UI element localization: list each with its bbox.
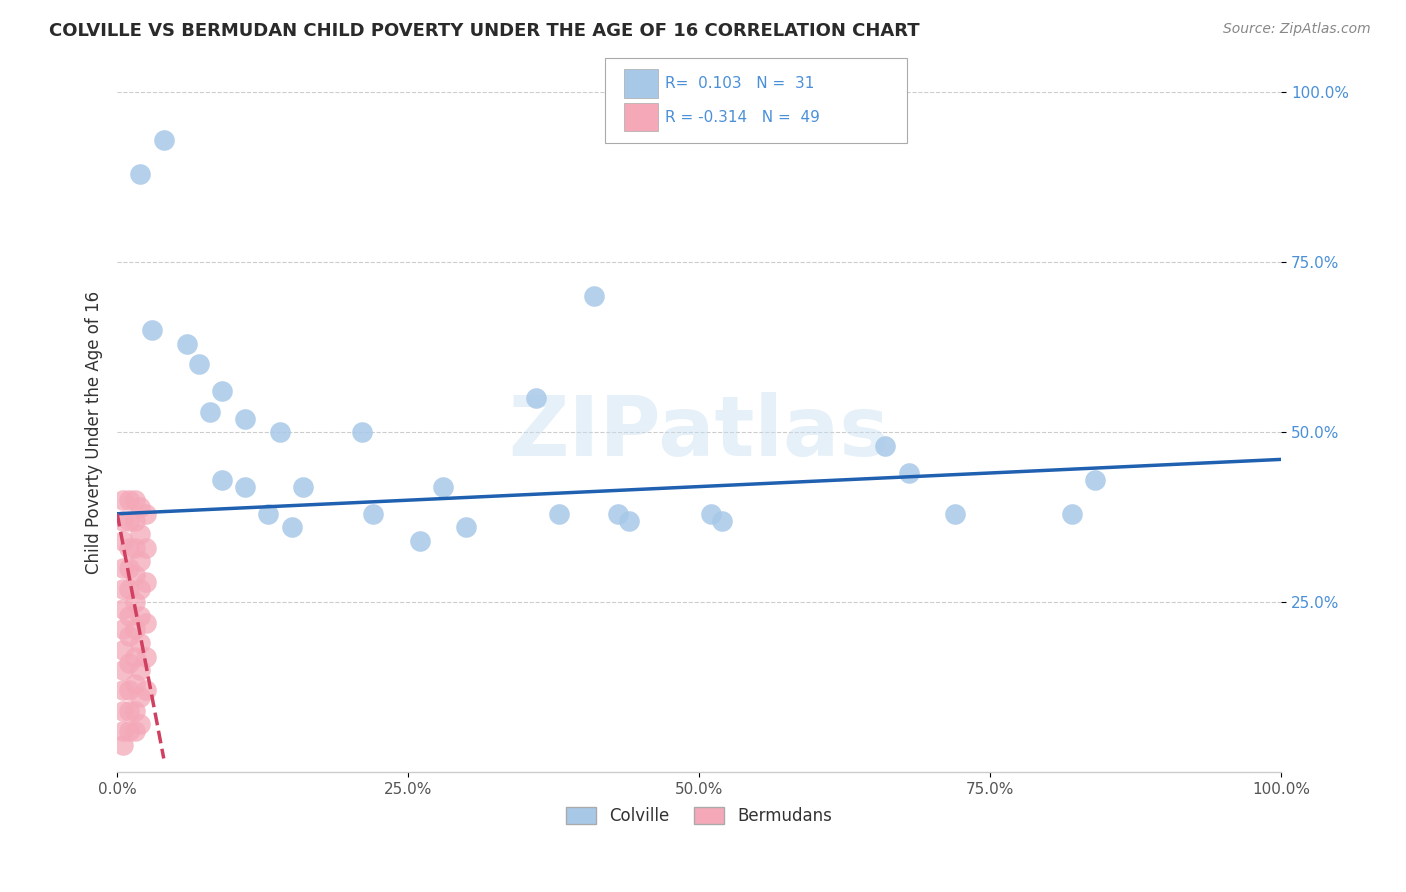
Text: COLVILLE VS BERMUDAN CHILD POVERTY UNDER THE AGE OF 16 CORRELATION CHART: COLVILLE VS BERMUDAN CHILD POVERTY UNDER… <box>49 22 920 40</box>
Y-axis label: Child Poverty Under the Age of 16: Child Poverty Under the Age of 16 <box>86 291 103 574</box>
Point <box>111 561 134 575</box>
Point <box>135 541 157 555</box>
Point <box>124 595 146 609</box>
Point <box>211 384 233 399</box>
Point <box>124 676 146 690</box>
Point <box>700 507 723 521</box>
Point <box>129 167 152 181</box>
Point <box>124 493 146 508</box>
Point <box>135 574 157 589</box>
Point <box>118 582 141 596</box>
Point <box>129 690 152 705</box>
Point <box>233 411 256 425</box>
Point <box>875 439 897 453</box>
Legend: Colville, Bermudans: Colville, Bermudans <box>560 800 839 831</box>
Point <box>233 479 256 493</box>
Point <box>129 636 152 650</box>
Point <box>409 533 432 548</box>
Point <box>118 514 141 528</box>
Text: ZIPatlas: ZIPatlas <box>509 392 890 473</box>
Point <box>135 507 157 521</box>
Point <box>135 615 157 630</box>
Point <box>257 507 280 521</box>
Point <box>583 289 606 303</box>
Point <box>111 493 134 508</box>
Point <box>111 663 134 677</box>
Point <box>548 507 571 521</box>
Point <box>124 623 146 637</box>
Point <box>129 500 152 514</box>
Point <box>141 323 163 337</box>
Point <box>118 704 141 718</box>
Text: R = -0.314   N =  49: R = -0.314 N = 49 <box>665 110 820 125</box>
Point <box>118 608 141 623</box>
Point <box>124 514 146 528</box>
Text: Source: ZipAtlas.com: Source: ZipAtlas.com <box>1223 22 1371 37</box>
Point <box>111 738 134 752</box>
Point <box>118 683 141 698</box>
Point <box>187 357 209 371</box>
Point <box>118 657 141 671</box>
Point <box>606 507 628 521</box>
Point <box>118 629 141 643</box>
Point <box>1084 473 1107 487</box>
Point <box>118 493 141 508</box>
Point <box>118 561 141 575</box>
Point <box>129 554 152 568</box>
Point <box>124 649 146 664</box>
Point <box>129 717 152 731</box>
Point <box>111 704 134 718</box>
Point <box>432 479 454 493</box>
Point <box>200 405 222 419</box>
Point <box>943 507 966 521</box>
Text: R=  0.103   N =  31: R= 0.103 N = 31 <box>665 76 814 91</box>
Point <box>129 527 152 541</box>
Point <box>111 582 134 596</box>
Point <box>111 642 134 657</box>
Point <box>111 724 134 739</box>
Point <box>124 724 146 739</box>
Point <box>135 649 157 664</box>
Point <box>129 663 152 677</box>
Point <box>111 623 134 637</box>
Point <box>711 514 734 528</box>
Point <box>292 479 315 493</box>
Point <box>111 683 134 698</box>
Point <box>129 582 152 596</box>
Point <box>1060 507 1083 521</box>
Point <box>619 514 641 528</box>
Point <box>111 602 134 616</box>
Point <box>211 473 233 487</box>
Point <box>124 568 146 582</box>
Point <box>135 683 157 698</box>
Point <box>129 608 152 623</box>
Point <box>269 425 291 440</box>
Point <box>350 425 373 440</box>
Point <box>118 724 141 739</box>
Point <box>152 133 174 147</box>
Point <box>897 466 920 480</box>
Point <box>111 533 134 548</box>
Point <box>456 520 478 534</box>
Point <box>124 541 146 555</box>
Point <box>118 541 141 555</box>
Point <box>111 514 134 528</box>
Point <box>124 704 146 718</box>
Point <box>361 507 384 521</box>
Point <box>281 520 304 534</box>
Point <box>176 336 198 351</box>
Point <box>524 391 547 405</box>
